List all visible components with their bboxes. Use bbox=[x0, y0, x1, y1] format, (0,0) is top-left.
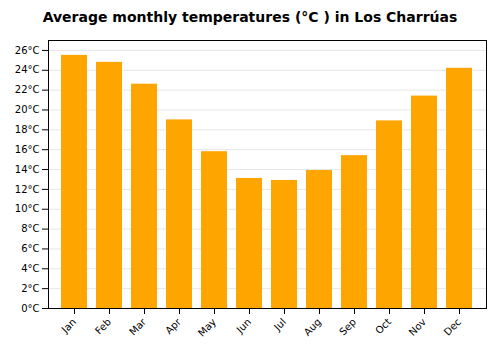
svg-text:Oct: Oct bbox=[373, 316, 393, 336]
svg-text:Mar: Mar bbox=[127, 316, 149, 338]
svg-text:18°C: 18°C bbox=[15, 124, 40, 135]
svg-text:May: May bbox=[196, 316, 218, 338]
svg-text:10°C: 10°C bbox=[15, 203, 40, 214]
svg-text:Dec: Dec bbox=[442, 316, 463, 337]
svg-text:22°C: 22°C bbox=[15, 84, 40, 95]
svg-text:4°C: 4°C bbox=[21, 263, 39, 274]
svg-text:8°C: 8°C bbox=[21, 223, 39, 234]
svg-text:Jul: Jul bbox=[271, 316, 288, 333]
svg-text:20°C: 20°C bbox=[15, 104, 40, 115]
svg-text:16°C: 16°C bbox=[15, 144, 40, 155]
svg-text:Nov: Nov bbox=[407, 316, 429, 338]
svg-text:26°C: 26°C bbox=[15, 45, 40, 56]
svg-text:Aug: Aug bbox=[302, 316, 324, 338]
svg-text:6°C: 6°C bbox=[21, 243, 39, 254]
svg-text:0°C: 0°C bbox=[21, 303, 39, 314]
svg-text:Apr: Apr bbox=[163, 316, 184, 337]
svg-text:2°C: 2°C bbox=[21, 283, 39, 294]
html-text:Average monthly temperatures (: Average monthly temperatures (°C ) in Lo… bbox=[42, 9, 458, 25]
svg-text:Sep: Sep bbox=[337, 316, 358, 337]
svg-text:12°C: 12°C bbox=[15, 184, 40, 195]
svg-text:Jan: Jan bbox=[59, 316, 78, 335]
svg-text:14°C: 14°C bbox=[15, 164, 40, 175]
svg-text:Jun: Jun bbox=[234, 316, 254, 336]
svg-text:24°C: 24°C bbox=[15, 64, 40, 75]
svg-text:Feb: Feb bbox=[93, 316, 113, 336]
